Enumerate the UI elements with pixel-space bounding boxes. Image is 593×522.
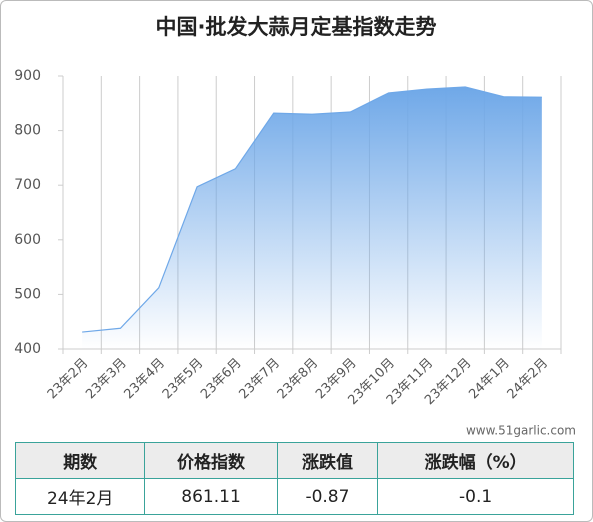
y-tick-label: 600 [14,232,41,248]
x-tick-label: 23年5月 [160,356,207,403]
y-tick-label: 700 [14,177,41,193]
cell: -0.1 [377,478,574,515]
cell: -0.87 [276,478,379,515]
header-cell: 涨跌值 [276,442,379,479]
x-tick-label: 23年8月 [275,356,322,403]
cell: 861.11 [144,478,278,515]
x-tick-label: 23年4月 [122,356,169,403]
x-tick-label: 23年6月 [198,356,245,403]
x-tick-label: 23年2月 [45,356,92,403]
line [82,86,542,333]
x-tick-label: 24年1月 [466,356,513,403]
y-tick-label: 400 [14,341,41,357]
header-cell: 期数 [14,442,146,479]
header-cell: 价格指数 [144,442,278,479]
table-header: 期数 价格指数 涨跌值 涨跌幅（%） [14,442,574,479]
cell: 24年2月 [14,478,146,515]
x-tick-label: 24年2月 [505,356,552,403]
y-tick-label: 500 [14,286,41,302]
watermark: www.51garlic.com [466,424,576,438]
y-tick-label: 900 [14,68,41,84]
chart: 中国·批发大蒜月定基指数走势 www.51garlic.com 400 500 60… [14,15,576,438]
table-row: 24年2月 861.11 -0.87 -0.1 [14,478,574,515]
x-tick-label: 23年7月 [236,356,283,403]
x-tick-label: 23年3月 [83,356,130,403]
summary-table: 期数 价格指数 涨跌值 涨跌幅（%） 24年2月 861.11 -0.87 -0… [14,442,574,515]
chart-title: 中国·批发大蒜月定基指数走势 [156,15,437,39]
header-cell: 涨跌幅（%） [377,442,574,479]
y-tick-label: 800 [14,123,41,139]
area [82,86,542,350]
